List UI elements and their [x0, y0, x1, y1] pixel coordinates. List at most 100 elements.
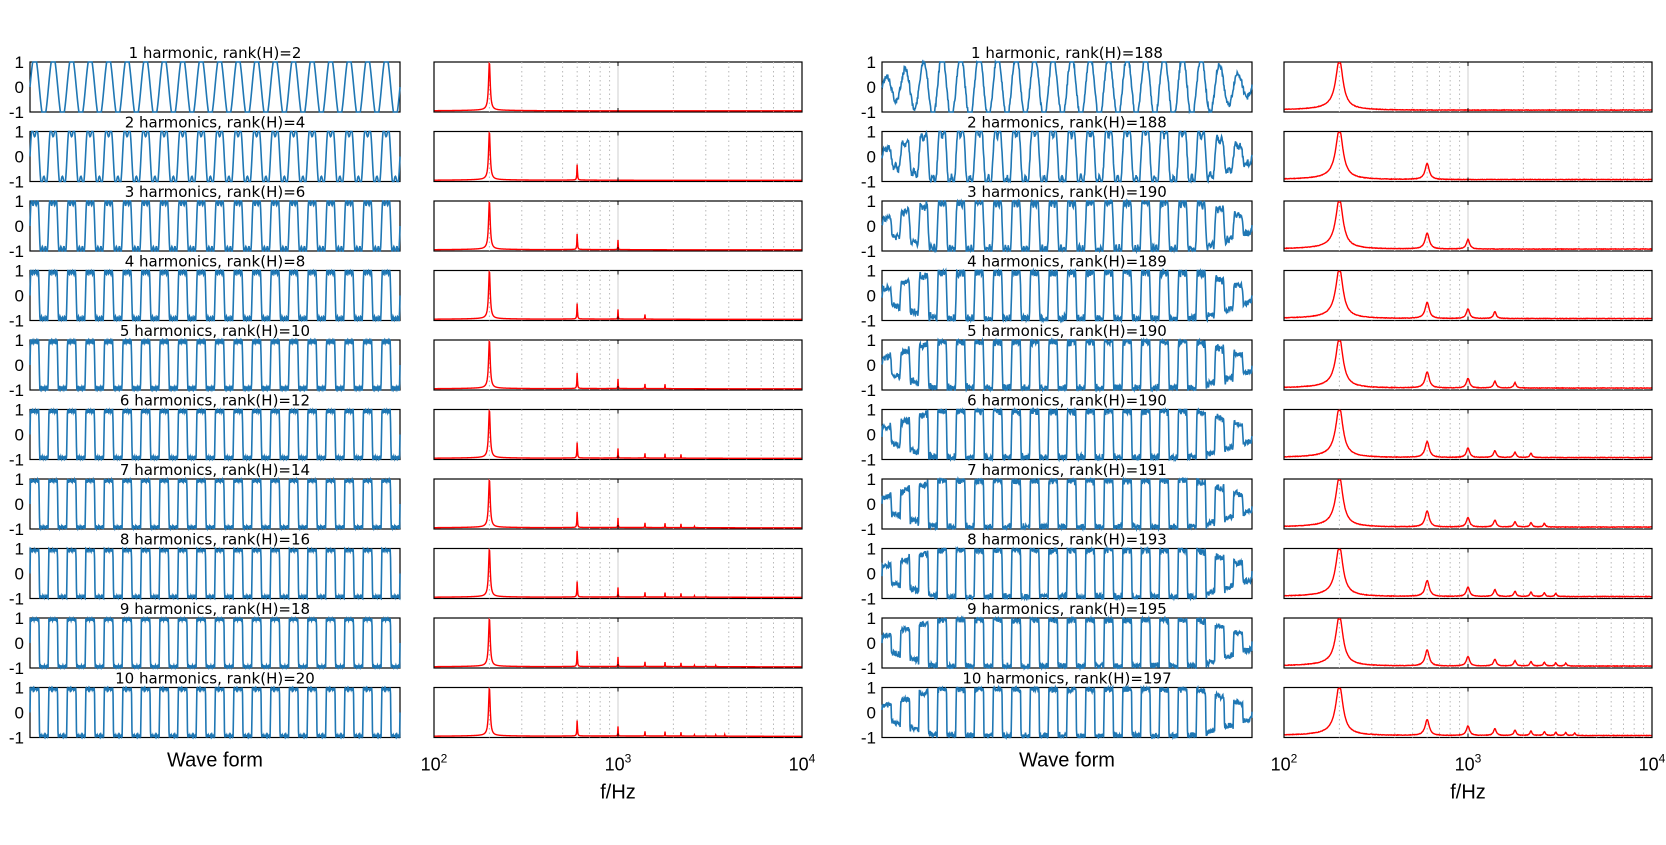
right-panel-title: 10 harmonics, rank(H)=197: [962, 670, 1171, 688]
right-waveform-ytick-label: 1: [867, 609, 876, 628]
left-panel-title: 10 harmonics, rank(H)=20: [115, 670, 315, 688]
left-waveform-ytick-label: 0: [15, 495, 24, 514]
right-waveform-ytick-label: 0: [867, 495, 876, 514]
left-spectrum-panel: [433, 339, 803, 391]
left-waveform-line: [29, 476, 401, 532]
left-spectrum-panel: [433, 130, 803, 183]
left-waveform-panel: 10 harmonics, rank(H)=20 1 0 -1: [9, 670, 401, 748]
right-spectrum-line: [1283, 201, 1653, 251]
right-spectrum-panel: [1283, 339, 1653, 391]
left-panel-title: 8 harmonics, rank(H)=16: [120, 531, 310, 549]
right-panel-title: 7 harmonics, rank(H)=191: [967, 461, 1167, 479]
right-waveform-line: [881, 336, 1253, 393]
right-waveform-ytick-label: -1: [861, 103, 876, 122]
left-waveform-ytick-label: 1: [15, 470, 24, 489]
right-panel-title: 3 harmonics, rank(H)=190: [967, 183, 1167, 201]
right-waveform-line: [881, 406, 1253, 463]
right-waveform-line: [881, 476, 1253, 533]
left-waveform-panel: 7 harmonics, rank(H)=14 1 0 -1: [9, 461, 401, 539]
left-waveform-ytick-label: -1: [9, 659, 24, 678]
right-waveform-line: [881, 545, 1253, 602]
left-waveform-ytick-label: 1: [15, 540, 24, 559]
left-spectrum-line: [433, 200, 802, 251]
left-waveform-ytick-label: 0: [15, 217, 24, 236]
right-waveform-ytick-label: 1: [867, 470, 876, 489]
left-waveform-ytick-label: -1: [9, 312, 24, 331]
left-waveform-line: [29, 546, 401, 601]
left-waveform-ytick-label: 1: [15, 262, 24, 281]
right-spectrum-panel: [1283, 617, 1653, 669]
left-panel-title: 1 harmonic, rank(H)=2: [129, 44, 302, 62]
left-panel-title: 4 harmonics, rank(H)=8: [125, 253, 306, 271]
left-waveform-ytick-label: -1: [9, 173, 24, 192]
right-waveform-panel: 3 harmonics, rank(H)=190 1 0 -1: [861, 183, 1253, 261]
right-panel-title: 2 harmonics, rank(H)=188: [967, 114, 1167, 132]
right-waveform-line: [881, 58, 1253, 115]
left-waveform-ytick-label: -1: [9, 729, 24, 748]
right-waveform-line: [881, 129, 1253, 184]
left-waveform-ytick-label: 0: [15, 565, 24, 584]
right-waveform-panel: 2 harmonics, rank(H)=188 1 0 -1: [861, 114, 1253, 192]
left-waveform-panel: 6 harmonics, rank(H)=12 1 0 -1: [9, 392, 401, 470]
right-waveform-ytick-label: 0: [867, 704, 876, 723]
left-spectrum-line: [433, 547, 802, 598]
left-waveform-ytick-label: 0: [15, 634, 24, 653]
left-spectrum-panel: [433, 200, 803, 252]
right-waveform-ytick-label: 1: [867, 53, 876, 72]
left-spectrum-line: [433, 686, 802, 737]
left-spectrum-line: [433, 617, 802, 668]
left-spectrum-line: [433, 478, 802, 529]
left-waveform-ytick-label: 1: [15, 192, 24, 211]
left-spectrum-panel: [433, 61, 803, 113]
left-spectrum-xtick-label: 102: [421, 752, 448, 775]
right-waveform-line: [881, 684, 1253, 741]
left-figure-group: 1 harmonic, rank(H)=210-12 harmonics, ra…: [9, 44, 816, 804]
left-waveform-ytick-label: 0: [15, 356, 24, 375]
left-waveform-line: [29, 337, 401, 393]
left-waveform-panel: 8 harmonics, rank(H)=16 1 0 -1: [9, 531, 401, 609]
right-spectrum-xlabel: f/Hz: [1450, 782, 1486, 804]
right-waveform-ytick-label: 0: [867, 565, 876, 584]
right-waveform-ytick-label: 1: [867, 192, 876, 211]
right-waveform-ytick-label: 1: [867, 540, 876, 559]
right-waveform-ytick-label: 1: [867, 123, 876, 142]
left-panel-title: 6 harmonics, rank(H)=12: [120, 392, 310, 410]
right-waveform-ytick-label: -1: [861, 729, 876, 748]
right-spectrum-xtick-label: 102: [1271, 752, 1298, 775]
right-panel-title: 6 harmonics, rank(H)=190: [967, 392, 1167, 410]
right-waveform-ytick-label: 1: [867, 331, 876, 350]
left-panel-title: 3 harmonics, rank(H)=6: [125, 183, 306, 201]
left-waveform-ytick-label: 0: [15, 426, 24, 445]
left-waveform-ytick-label: 1: [15, 609, 24, 628]
left-waveform-panel: 4 harmonics, rank(H)=8 1 0 -1: [9, 253, 401, 331]
right-spectrum-panel: [1283, 61, 1653, 113]
left-spectrum-xtick-label: 103: [605, 752, 632, 775]
left-spectrum-panel: [433, 617, 803, 669]
left-waveform-panel: 1 harmonic, rank(H)=2 1 0 -1: [9, 44, 401, 122]
right-spectrum-panel: [1283, 547, 1653, 600]
right-waveform-ytick-label: 0: [867, 356, 876, 375]
right-waveform-panel: 7 harmonics, rank(H)=191 1 0 -1: [861, 461, 1253, 539]
right-panel-title: 5 harmonics, rank(H)=190: [967, 322, 1167, 340]
left-waveform-line: [29, 407, 401, 462]
right-waveform-ytick-label: 1: [867, 679, 876, 698]
left-waveform-ytick-label: -1: [9, 103, 24, 122]
right-spectrum-line: [1283, 409, 1653, 459]
left-waveform-ytick-label: 0: [15, 148, 24, 167]
left-panel-title: 9 harmonics, rank(H)=18: [120, 600, 310, 618]
left-spectrum-xlabel: f/Hz: [600, 782, 636, 804]
right-waveform-ytick-label: 0: [867, 287, 876, 306]
right-waveform-line: [881, 267, 1253, 324]
right-spectrum-line: [1283, 618, 1653, 668]
left-waveform-ytick-label: -1: [9, 520, 24, 539]
left-spectrum-panel: [433, 478, 803, 530]
left-waveform-line: [29, 615, 401, 671]
right-waveform-ytick-label: 0: [867, 78, 876, 97]
right-waveform-panel: 8 harmonics, rank(H)=193 1 0 -1: [861, 531, 1253, 609]
left-spectrum-panel: [433, 547, 803, 600]
right-spectrum-panel: [1283, 408, 1653, 461]
left-waveform-ytick-label: -1: [9, 381, 24, 400]
right-spectrum-line: [1283, 270, 1653, 320]
